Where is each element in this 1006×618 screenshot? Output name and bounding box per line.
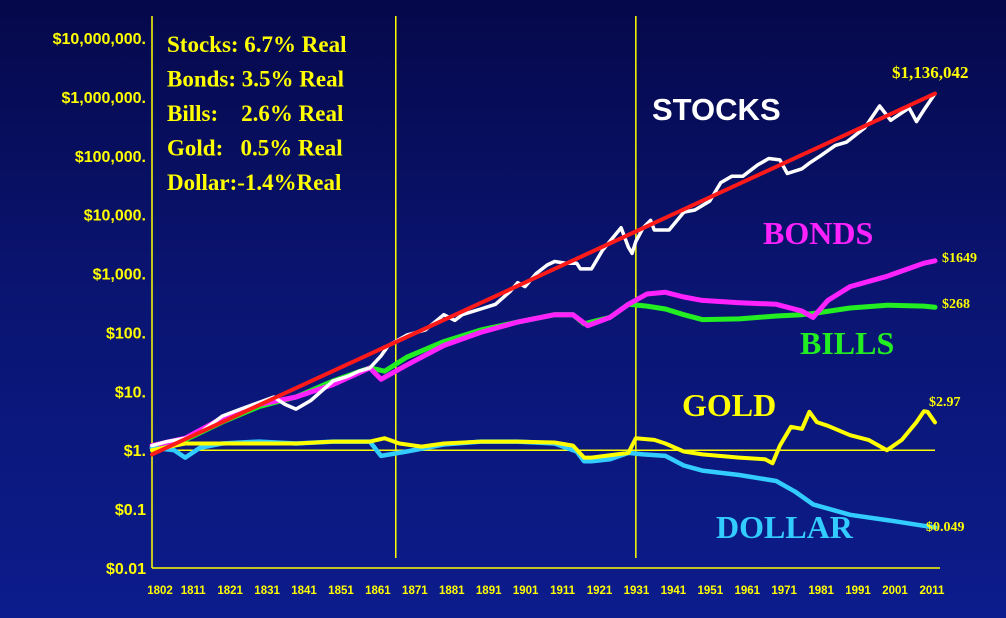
x-tick-label-9: 1891 (476, 585, 502, 597)
x-tick-label-18: 1981 (808, 585, 834, 597)
y-tick-label-5: $100. (106, 325, 146, 342)
x-tick-label-2: 1821 (217, 585, 243, 597)
x-tick-label-3: 1831 (254, 585, 280, 597)
x-tick-label-11: 1911 (550, 585, 576, 597)
x-tick-label-6: 1861 (365, 585, 391, 597)
x-tick-label-10: 1901 (513, 585, 539, 597)
end-label-bonds: $1649 (942, 251, 977, 266)
series-label-gold: GOLD (682, 387, 776, 423)
y-tick-label-4: $1,000. (93, 267, 146, 284)
y-tick-label-9: $0.01 (106, 561, 146, 578)
x-tick-label-14: 1941 (661, 585, 687, 597)
x-tick-label-5: 1851 (328, 585, 354, 597)
x-tick-label-4: 1841 (291, 585, 317, 597)
y-tick-label-0: $10,000,000. (53, 31, 146, 48)
series-label-dollar: DOLLAR (716, 509, 854, 545)
x-tick-label-15: 1951 (698, 585, 724, 597)
end-label-dollar: $0.049 (926, 520, 965, 535)
x-tick-label-17: 1971 (771, 585, 797, 597)
end-label-gold: $2.97 (929, 395, 961, 410)
x-tick-label-12: 1921 (587, 585, 613, 597)
x-tick-label-13: 1931 (624, 585, 650, 597)
x-tick-label-20: 2001 (882, 585, 908, 597)
series-line-stocks (150, 91, 937, 448)
x-tick-label-0: 1802 (147, 585, 173, 597)
x-tick-label-7: 1871 (402, 585, 428, 597)
stats-line-2: Bills: 2.6% Real (167, 101, 343, 126)
series-label-bonds: BONDS (763, 215, 873, 251)
series-label-stocks: STOCKS (652, 92, 781, 127)
x-tick-label-19: 1991 (845, 585, 871, 597)
x-tick-label-21: 2011 (919, 585, 945, 597)
y-tick-label-7: $1. (124, 443, 146, 460)
end-label-bills: $268 (942, 297, 970, 312)
stats-line-0: Stocks: 6.7% Real (167, 32, 347, 57)
series-label-bills: BILLS (800, 325, 894, 361)
y-tick-label-6: $10. (115, 384, 146, 401)
x-tick-label-16: 1961 (734, 585, 760, 597)
stats-line-4: Dollar:-1.4%Real (167, 170, 341, 195)
end-label-stocks: $1,136,042 (892, 63, 969, 82)
stats-line-1: Bonds: 3.5% Real (167, 67, 344, 92)
x-tick-label-8: 1881 (439, 585, 465, 597)
y-tick-label-1: $1,000,000. (61, 90, 146, 107)
series-line-gold (150, 409, 937, 466)
y-tick-label-8: $0.1 (115, 502, 146, 519)
y-tick-label-2: $100,000. (75, 149, 146, 166)
stats-line-3: Gold: 0.5% Real (167, 136, 343, 161)
y-tick-label-3: $10,000. (84, 208, 146, 225)
series-line-stocks-trend (150, 91, 937, 457)
x-tick-label-1: 1811 (181, 585, 207, 597)
